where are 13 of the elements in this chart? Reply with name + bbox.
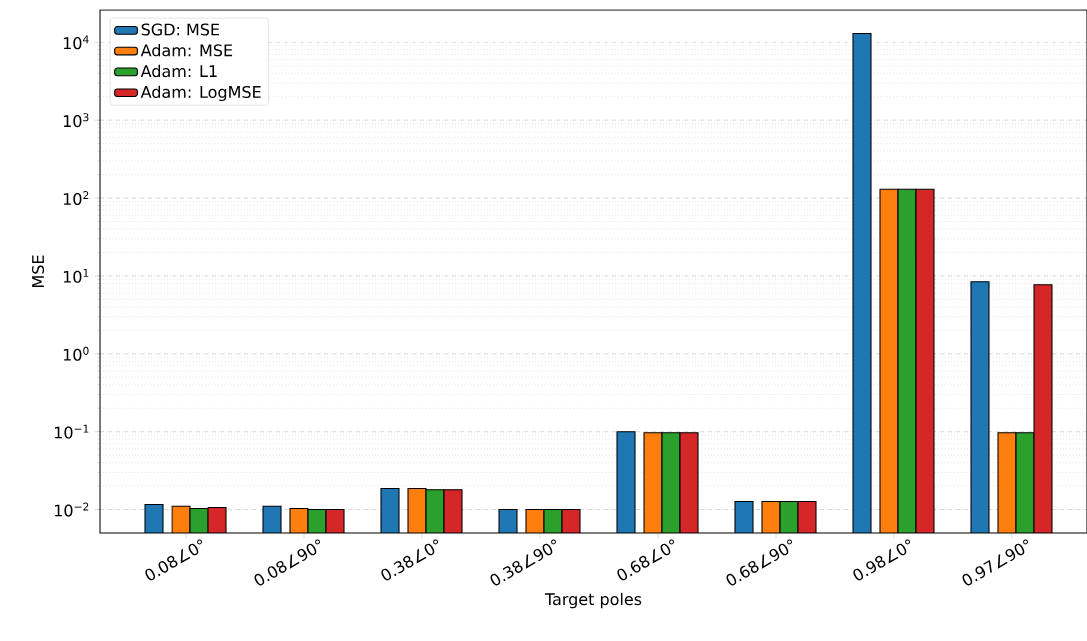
y-tick-label: 10$^{1}$ — [63, 269, 89, 283]
y-axis-title: MSE — [31, 255, 45, 287]
x-axis-title: Target poles — [544, 592, 642, 609]
legend-label: SGD: MSE — [141, 23, 220, 36]
y-tick-label: 10$^{3}$ — [63, 113, 89, 128]
y-tick-label: 10$^{−1}$ — [54, 424, 89, 439]
legend-label: Adam: LogMSE — [140, 85, 261, 102]
legend-label: Adam: L1 — [140, 64, 217, 78]
y-tick-label: 10$^{2}$ — [63, 191, 89, 206]
y-tick-label: 10$^{0}$ — [63, 346, 89, 361]
y-tick-label: 10$^{−2}$ — [54, 502, 89, 517]
legend-label: Adam: MSE — [140, 43, 233, 57]
y-tick-label: 10$^{4}$ — [63, 35, 89, 50]
